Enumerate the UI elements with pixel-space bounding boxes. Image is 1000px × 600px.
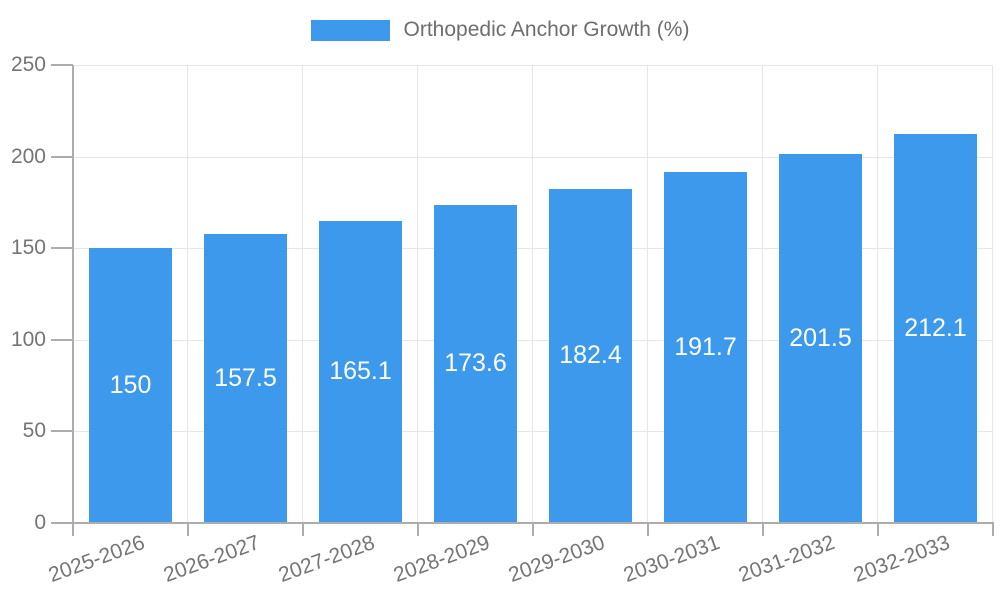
bar-value-label: 201.5 [789,323,852,352]
x-gridline [647,65,648,523]
bar[interactable]: 182.4 [549,188,632,523]
y-axis-tick [51,338,73,341]
x-gridline [877,65,878,523]
bar-value-label: 173.6 [444,349,507,378]
bar-value-label: 212.1 [904,314,967,343]
legend: Orthopedic Anchor Growth (%) [0,18,1000,42]
bar[interactable]: 201.5 [779,153,862,523]
x-gridline [532,65,533,523]
y-gridline [73,248,993,250]
x-axis-tick [532,523,534,536]
plot-area: 150 157.5 165.1 173.6 182.4 191.7 201.5 212.1 [73,65,993,523]
y-tick-label: 150 [10,236,46,260]
x-gridline [992,65,993,523]
bar-value-label: 182.4 [559,341,622,370]
y-tick-label: 200 [10,144,46,168]
x-axis-tick [647,523,649,536]
y-axis-tick [51,155,73,158]
y-axis-tick [51,247,73,250]
bar[interactable]: 157.5 [204,234,287,523]
y-gridline [73,431,993,433]
y-axis-tick [51,522,73,524]
x-axis-tick [877,523,879,536]
x-axis-tick [992,523,994,536]
bar[interactable]: 173.6 [434,204,517,523]
x-gridline [417,65,418,523]
x-axis-tick [187,523,189,536]
x-axis-tick [762,523,764,536]
bar[interactable]: 212.1 [894,134,977,523]
legend-label: Orthopedic Anchor Growth (%) [403,18,690,41]
x-gridline [762,65,763,523]
x-axis-line [73,522,994,524]
y-axis-line [72,65,74,535]
bar[interactable]: 191.7 [664,171,747,523]
bar[interactable]: 150 [89,248,172,523]
x-axis-tick [302,523,304,536]
bar[interactable]: 165.1 [319,220,402,523]
x-gridline [187,65,188,523]
y-gridline [73,156,993,158]
x-axis-tick [417,523,419,536]
bar-value-label: 165.1 [329,357,392,386]
bar-value-label: 191.7 [674,332,737,361]
bar-value-label: 157.5 [214,364,277,393]
legend-swatch-icon [310,19,390,41]
y-tick-label: 50 [22,419,46,443]
y-gridline [73,65,993,66]
bar-value-label: 150 [109,371,152,400]
x-gridline [302,65,303,523]
y-tick-label: 250 [10,53,46,76]
y-tick-label: 100 [10,327,46,351]
y-gridline [73,339,993,341]
y-axis-tick [51,430,73,433]
legend-item[interactable]: Orthopedic Anchor Growth (%) [310,18,690,42]
y-axis-tick [51,64,73,66]
y-tick-label: 0 [34,511,46,534]
